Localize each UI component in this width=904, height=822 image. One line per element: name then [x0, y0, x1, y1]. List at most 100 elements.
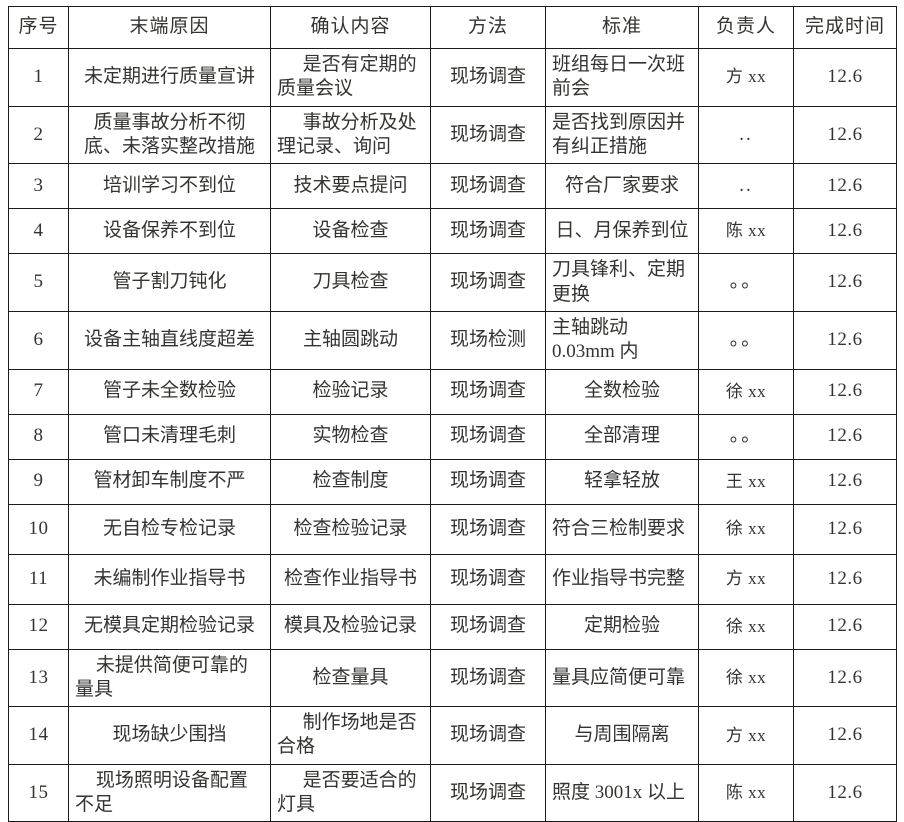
cell-owner: 徐 xx	[698, 368, 794, 415]
cell-method: 现场调查	[430, 553, 546, 605]
cell-date: 12.6	[793, 310, 897, 370]
cell-method: 现场调查	[430, 763, 546, 822]
cell-standard: 与周围隔离	[545, 706, 699, 765]
cell-content: 主轴圆跳动	[270, 310, 431, 370]
cell-method: 现场调查	[430, 368, 546, 415]
cell-cause: 质量事故分析不彻底、未落实整改措施	[68, 105, 271, 165]
table-row: 7 管子未全数检验 检验记录 现场调查 全数检验 徐 xx 12.6	[8, 368, 897, 415]
cell-index: 9	[8, 458, 69, 505]
cell-method: 现场调查	[430, 105, 546, 165]
cell-cause: 未提供简便可靠的量具	[68, 648, 271, 708]
cell-standard: 量具应简便可靠	[545, 648, 699, 708]
cell-owner: 方 xx	[698, 706, 794, 765]
cell-method: 现场调查	[430, 648, 546, 708]
table-row: 14 现场缺少围挡 制作场地是否合格 现场调查 与周围隔离 方 xx 12.6	[8, 706, 897, 765]
table-row: 11 未编制作业指导书 检查作业指导书 现场调查 作业指导书完整 方 xx 12…	[8, 553, 897, 605]
cell-owner: 方 xx	[698, 48, 794, 107]
cell-date: 12.6	[793, 603, 897, 650]
cell-cause: 无模具定期检验记录	[68, 603, 271, 650]
cell-content: 是否要适合的灯具	[270, 763, 431, 822]
table-row: 13 未提供简便可靠的量具 检查量具 现场调查 量具应简便可靠 徐 xx 12.…	[8, 648, 897, 708]
cell-method: 现场调查	[430, 253, 546, 312]
cell-standard: 班组每日一次班前会	[545, 48, 699, 107]
cell-cause: 培训学习不到位	[68, 163, 271, 210]
cell-owner: 徐 xx	[698, 648, 794, 708]
cell-content: 模具及检验记录	[270, 603, 431, 650]
cell-index: 11	[8, 553, 69, 605]
cell-cause: 无自检专检记录	[68, 503, 271, 555]
cell-index: 14	[8, 706, 69, 765]
cell-standard: 照度 3001x 以上	[545, 763, 699, 822]
cell-date: 12.6	[793, 48, 897, 107]
cell-index: 12	[8, 603, 69, 650]
cell-date: 12.6	[793, 706, 897, 765]
cell-owner: 。。	[698, 310, 794, 370]
cell-owner: 徐 xx	[698, 503, 794, 555]
cell-owner: ..	[698, 105, 794, 165]
cell-standard: 日、月保养到位	[545, 208, 699, 255]
cell-owner: 。。	[698, 413, 794, 460]
cell-index: 6	[8, 310, 69, 370]
cell-standard: 作业指导书完整	[545, 553, 699, 605]
cell-index: 1	[8, 48, 69, 107]
table-body: 1 未定期进行质量宣讲 是否有定期的质量会议 现场调查 班组每日一次班前会 方 …	[8, 48, 897, 822]
cell-method: 现场调查	[430, 208, 546, 255]
cell-index: 5	[8, 253, 69, 312]
cell-owner: 徐 xx	[698, 603, 794, 650]
cell-cause: 管材卸车制度不严	[68, 458, 271, 505]
cell-owner: 方 xx	[698, 553, 794, 605]
cell-content: 是否有定期的质量会议	[270, 48, 431, 107]
cell-cause: 设备保养不到位	[68, 208, 271, 255]
cell-method: 现场调查	[430, 48, 546, 107]
table-row: 6 设备主轴直线度超差 主轴圆跳动 现场检测 主轴跳动 0.03mm 内 。。 …	[8, 310, 897, 370]
cell-method: 现场调查	[430, 603, 546, 650]
cell-content: 实物检查	[270, 413, 431, 460]
table-row: 2 质量事故分析不彻底、未落实整改措施 事故分析及处理记录、询问 现场调查 是否…	[8, 105, 897, 165]
cell-cause: 现场照明设备配置不足	[68, 763, 271, 822]
table-row: 4 设备保养不到位 设备检查 现场调查 日、月保养到位 陈 xx 12.6	[8, 208, 897, 255]
cell-date: 12.6	[793, 105, 897, 165]
column-header-date: 完成时间	[793, 6, 897, 49]
cell-index: 3	[8, 163, 69, 210]
cell-content: 刀具检查	[270, 253, 431, 312]
cell-date: 12.6	[793, 413, 897, 460]
column-header-owner-label: 负责人	[715, 16, 776, 38]
cell-date: 12.6	[793, 553, 897, 605]
column-header-date-label: 完成时间	[804, 16, 885, 38]
end-cause-confirmation-table-container: 序号 末端原因 确认内容 方法 标准 负责人 完成时间	[8, 6, 897, 822]
cell-cause: 管子未全数检验	[68, 368, 271, 415]
cell-standard: 是否找到原因并有纠正措施	[545, 105, 699, 165]
cell-content: 事故分析及处理记录、询问	[270, 105, 431, 165]
table-row: 3 培训学习不到位 技术要点提问 现场调查 符合厂家要求 .. 12.6	[8, 163, 897, 210]
cell-method: 现场调查	[430, 458, 546, 505]
cell-index: 2	[8, 105, 69, 165]
column-header-standard: 标准	[545, 6, 699, 49]
column-header-cause: 末端原因	[68, 6, 271, 49]
cell-cause: 现场缺少围挡	[68, 706, 271, 765]
cell-content: 检验记录	[270, 368, 431, 415]
table-row: 5 管子割刀钝化 刀具检查 现场调查 刀具锋利、定期更换 。。 12.6	[8, 253, 897, 312]
cell-content: 检查作业指导书	[270, 553, 431, 605]
cell-standard: 刀具锋利、定期更换	[545, 253, 699, 312]
cell-method: 现场调查	[430, 706, 546, 765]
table-row: 8 管口未清理毛刺 实物检查 现场调查 全部清理 。。 12.6	[8, 413, 897, 460]
cell-date: 12.6	[793, 368, 897, 415]
cell-standard: 全部清理	[545, 413, 699, 460]
cell-standard: 符合厂家要求	[545, 163, 699, 210]
cell-content: 检查量具	[270, 648, 431, 708]
cell-index: 7	[8, 368, 69, 415]
cell-index: 15	[8, 763, 69, 822]
cell-content: 设备检查	[270, 208, 431, 255]
cell-content: 制作场地是否合格	[270, 706, 431, 765]
cell-owner: 。。	[698, 253, 794, 312]
cell-date: 12.6	[793, 253, 897, 312]
column-header-index-label: 序号	[18, 16, 59, 38]
cell-method: 现场检测	[430, 310, 546, 370]
cell-owner: ..	[698, 163, 794, 210]
cell-standard: 符合三检制要求	[545, 503, 699, 555]
cell-index: 10	[8, 503, 69, 555]
table-header-row: 序号 末端原因 确认内容 方法 标准 负责人 完成时间	[8, 6, 897, 49]
cell-date: 12.6	[793, 763, 897, 822]
table-row: 1 未定期进行质量宣讲 是否有定期的质量会议 现场调查 班组每日一次班前会 方 …	[8, 48, 897, 107]
cell-standard: 全数检验	[545, 368, 699, 415]
